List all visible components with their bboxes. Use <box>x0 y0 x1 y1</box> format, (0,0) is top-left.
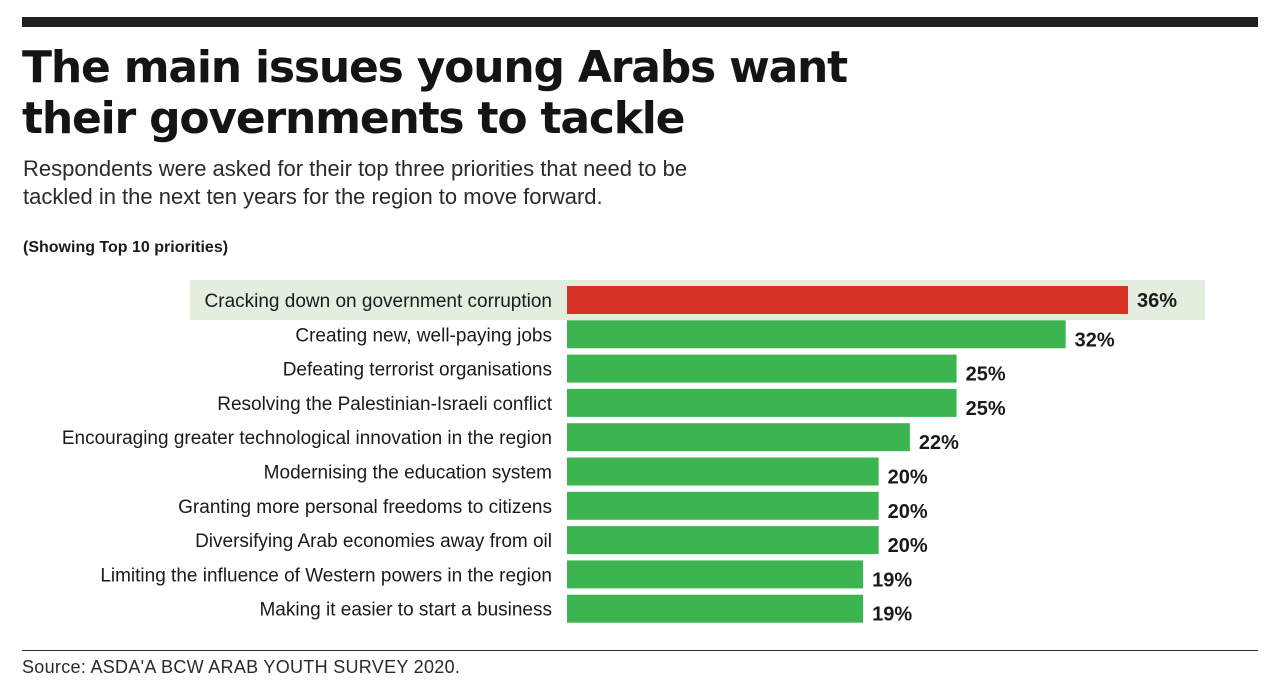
bar <box>567 320 1066 349</box>
value-label: 20% <box>888 501 928 523</box>
bar <box>567 594 864 623</box>
category-label: Encouraging greater technological innova… <box>62 428 552 449</box>
value-label: 32% <box>1075 329 1115 351</box>
bar-chart: Cracking down on government corruption 36… <box>62 280 1205 626</box>
bar <box>567 423 910 452</box>
category-label: Cracking down on government corruption <box>205 291 552 312</box>
bar <box>567 560 864 589</box>
value-label: 25% <box>966 398 1006 420</box>
value-label: 19% <box>872 604 912 626</box>
category-label: Limiting the influence of Western powers… <box>100 565 552 586</box>
bar <box>567 286 1128 314</box>
value-label: 25% <box>966 364 1006 386</box>
category-label: Granting more personal freedoms to citiz… <box>178 497 552 518</box>
value-label: 20% <box>888 467 928 489</box>
category-label: Creating new, well-paying jobs <box>295 325 552 346</box>
chart-title: The main issues young Arabs want their g… <box>22 42 848 144</box>
bar <box>567 354 957 383</box>
value-label: 19% <box>872 569 912 591</box>
bar <box>567 526 879 555</box>
category-label: Making it easier to start a business <box>259 600 552 621</box>
bar <box>567 388 957 417</box>
bottom-rule <box>22 650 1258 651</box>
category-label: Diversifying Arab economies away from oi… <box>195 531 552 552</box>
category-label: Defeating terrorist organisations <box>283 360 552 381</box>
chart-subtitle: Respondents were asked for their top thr… <box>23 156 688 209</box>
source-note: Source: ASDA'A BCW ARAB YOUTH SURVEY 202… <box>22 657 461 677</box>
category-label: Resolving the Palestinian-Israeli confli… <box>217 394 552 415</box>
value-label: 22% <box>919 432 959 454</box>
value-label: 20% <box>888 535 928 557</box>
chart-note: (Showing Top 10 priorities) <box>23 239 229 256</box>
bar <box>567 491 879 520</box>
top-rule <box>22 17 1258 27</box>
value-label: 36% <box>1137 290 1177 312</box>
category-label: Modernising the education system <box>264 463 552 484</box>
bar <box>567 457 879 486</box>
